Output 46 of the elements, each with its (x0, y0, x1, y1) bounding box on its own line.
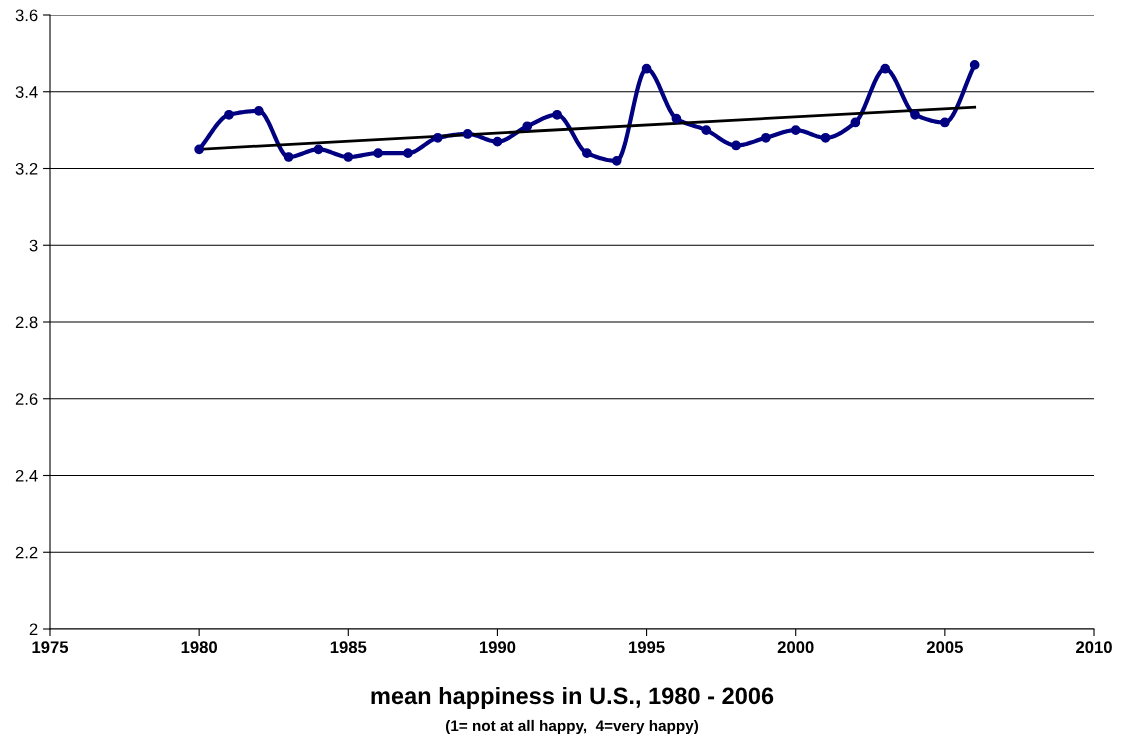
point (850, 117, 861, 128)
x-tick-label: 1995 (629, 641, 665, 654)
point (283, 152, 294, 162)
point (343, 152, 354, 162)
x-tick-label: 2000 (777, 641, 814, 654)
point (522, 121, 533, 132)
y-tick-label: 3.2 (15, 162, 38, 175)
point (492, 136, 503, 147)
point (582, 148, 592, 159)
point (194, 144, 205, 155)
point (313, 144, 324, 155)
y-tick-label: 2.2 (15, 546, 38, 559)
x-tick-label: 1975 (32, 641, 69, 654)
point (373, 148, 383, 159)
x-tick-label: 1980 (181, 641, 217, 654)
y-tick-label: 3.6 (15, 9, 38, 22)
y-tick-label: 3 (29, 239, 38, 252)
y-tick-label: 2.6 (15, 393, 38, 405)
point (462, 129, 473, 139)
x-tick-label: 2010 (1076, 641, 1112, 654)
point (701, 125, 712, 135)
y-tick-label: 2.4 (15, 469, 38, 482)
point (432, 132, 443, 143)
point (403, 148, 413, 159)
point (910, 109, 920, 120)
point (641, 63, 652, 74)
y-tick-label: 2.8 (15, 316, 38, 329)
point (731, 140, 741, 151)
point (253, 106, 264, 116)
point (224, 109, 234, 120)
point (880, 63, 891, 74)
x-axis-title: mean happiness in U.S., 1980 - 2006 (371, 686, 774, 709)
point (552, 109, 562, 120)
point (820, 132, 831, 143)
point (671, 113, 682, 124)
point (611, 155, 622, 166)
point (969, 60, 980, 70)
y-tick-label: 2 (29, 623, 38, 636)
point (761, 132, 771, 143)
y-tick-label: 3.4 (15, 86, 38, 98)
point (939, 117, 950, 128)
point (790, 125, 801, 135)
x-tick-label: 2005 (926, 641, 963, 654)
text: (1= not at all happy, 4=very happy) (445, 719, 699, 735)
x-tick-label: 1985 (330, 641, 367, 654)
x-tick-label: 1990 (479, 641, 516, 654)
